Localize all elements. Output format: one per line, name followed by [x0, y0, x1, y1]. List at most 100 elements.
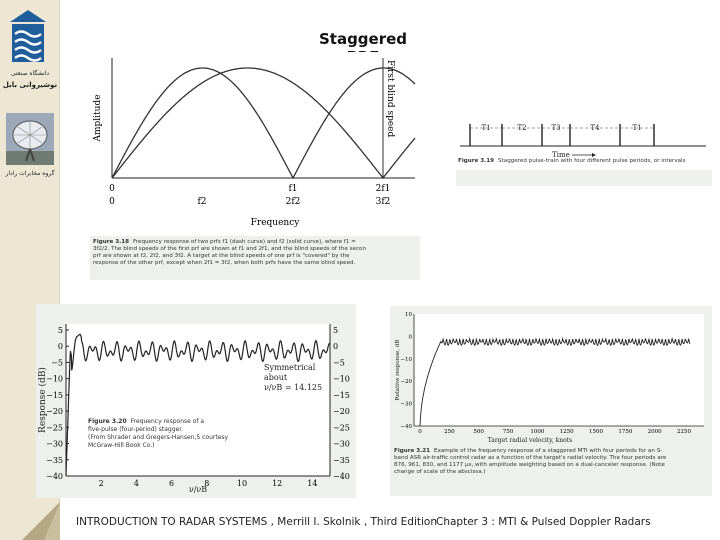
fig321-caption-line-1: Example of the frequency response of a s…: [434, 448, 663, 454]
fig320-ytick-left: −40: [46, 472, 63, 481]
fig321-caption-line-2: band ASR air-traffic control radar as a …: [394, 455, 667, 461]
fig320-caption-line-1: Frequency response of a: [130, 418, 205, 425]
university-logo-icon: [10, 10, 46, 62]
fig318-caption-label: Figure 3.18: [93, 239, 130, 245]
figure-3-21: 10 0 −10 −20 −30 −40 0 250 500 750 1000 1250 1500 17…: [390, 306, 712, 496]
fig318-caption-line-4: response of the other prf, except when 2…: [93, 260, 356, 266]
fig320-ytick-left: −35: [46, 456, 63, 465]
fig321-xtick-label: 750: [503, 429, 514, 435]
fig321-xtick-label: 1250: [560, 429, 574, 435]
page-fold-decoration: [22, 502, 60, 540]
fig319-caption-label: Figure 3.19: [458, 158, 495, 164]
figure-3-20: 5 5 0 0 −5 −5 −10 −10 −15 −15 −20 −20 −25 −25 −30 −30 −3…: [36, 304, 356, 498]
fig320-ytick-right: −10: [333, 375, 350, 384]
fig320-xtick-label: 4: [134, 479, 139, 488]
fig320-ytick-left: −10: [46, 375, 63, 384]
fig321-ytick-label: −30: [400, 402, 412, 408]
fig320-xtick-label: 10: [237, 479, 247, 488]
fig320-ytick-right: −25: [333, 423, 350, 432]
fig321-ytick-label: −20: [400, 379, 412, 385]
fig321-xtick-label: 1750: [618, 429, 632, 435]
pulse-period-t1: T1: [481, 124, 490, 132]
fig320-ylabel: Response (dB): [37, 367, 48, 433]
pulse-period-t1-repeat: T1: [632, 124, 641, 132]
figure-3-19: T1 T2 T3 T4 T1 Time Figure 3.19 Staggered…: [456, 110, 712, 186]
curve-f2-solid: [111, 67, 416, 180]
fig321-xtick-label: 250: [444, 429, 455, 435]
fig320-ytick-right: −15: [333, 391, 350, 400]
fig320-ytick-right: −30: [333, 440, 350, 449]
pulse-period-t3: T3: [551, 124, 560, 132]
symmetry-note-line-3: ν/νB = 14.125: [264, 383, 322, 392]
org-line-1: دانشگاه صنعتی: [10, 70, 50, 77]
curve-f1-dash: [111, 67, 416, 180]
fig320-ytick-left: −30: [46, 440, 63, 449]
fig318-caption-line-2: 3f2/2. The blind speeds of the first prf…: [93, 246, 366, 252]
fig320-ytick-left: −25: [46, 423, 63, 432]
fig318-caption-line-3: prf are shown at f2, 2f2, and 3f2. A tar…: [93, 253, 350, 259]
fig321-xtick-label: 1000: [530, 429, 544, 435]
fig320-caption-line-4: McGraw-Hill Book Co.): [88, 442, 155, 449]
time-axis-label: Time: [552, 151, 570, 159]
fig321-xtick-label: 500: [473, 429, 484, 435]
tick-bottom-3f2: 3f2: [376, 197, 391, 207]
fig320-ytick-right: 5: [333, 326, 338, 335]
sidebar: دانشگاه صنعتی نوشیروانی بابل گروه مخابرا…: [0, 0, 60, 540]
fig320-xtick-label: 2: [99, 479, 104, 488]
fig321-ytick-label: −10: [400, 357, 412, 363]
fig321-ytick-label: 0: [409, 334, 413, 340]
fig320-ytick-left: 5: [58, 326, 63, 335]
tick-bottom-f2: f2: [197, 197, 206, 207]
tick-top-f1: f1: [288, 184, 297, 194]
amplitude-axis-label: Amplitude: [93, 94, 103, 142]
group-label: گروه مخابرات رادار: [5, 170, 55, 177]
fig321-ylabel: Relative response, dB: [395, 340, 401, 401]
fig318-caption-line-1: Frequency response of two prfs f1 (dash …: [133, 239, 356, 245]
fig320-ytick-left: 0: [58, 342, 63, 351]
fig320-caption-label: Figure 3.20: [88, 418, 127, 425]
book-reference: INTRODUCTION TO RADAR SYSTEMS , Merrill …: [76, 516, 437, 528]
fig320-xtick-label: 8: [204, 479, 209, 488]
fig321-xlabel: Target radial velocity, knots: [488, 437, 572, 444]
symmetry-note-line-1: Symmetrical: [264, 363, 316, 372]
first-blind-speed-label: First blind speed: [385, 60, 395, 137]
figure-3-18-caption: Figure 3.18 Frequency response of two prf…: [90, 236, 420, 280]
tick-top-2f1: 2f1: [376, 184, 391, 194]
fig320-caption-line-3: (From Shrader and Gregers-Hansen,5 court…: [88, 434, 229, 441]
fig321-xtick-label: 2250: [677, 429, 691, 435]
tick-bottom-2f2: 2f2: [286, 197, 301, 207]
fig320-xtick-label: 14: [307, 479, 317, 488]
fig320-ytick-right: −40: [333, 472, 350, 481]
fig321-caption-label: Figure 3.21: [394, 448, 431, 454]
chapter-reference: Chapter 3 : MTI & Pulsed Doppler Radars: [436, 516, 651, 528]
fig321-xtick-label: 1500: [589, 429, 603, 435]
fig321-caption-line-3: 876, 961, 830, and 1177 μs, with amplitu…: [394, 462, 665, 468]
fig320-caption-line-2: five-pulse (four-period) stagger.: [88, 426, 184, 433]
fig320-xtick-label: 12: [272, 479, 282, 488]
org-line-2: نوشیروانی بابل: [2, 81, 58, 89]
frequency-axis-label: Frequency: [251, 218, 301, 228]
pulse-period-t4: T4: [590, 124, 600, 132]
fig320-ytick-left: −5: [51, 358, 63, 367]
pulse-period-t2: T2: [517, 124, 526, 132]
fig320-xtick-label: 6: [169, 479, 174, 488]
fig320-response-curve: [65, 333, 331, 477]
fig320-ytick-right: −20: [333, 407, 350, 416]
fig321-caption-line-4: change of scale of the abscissa.): [394, 469, 486, 475]
fig320-ytick-right: −35: [333, 456, 350, 465]
fig320-ytick-right: 0: [333, 342, 338, 351]
tick-top-0: 0: [109, 184, 115, 194]
fig320-ytick-left: −15: [46, 391, 63, 400]
tick-bottom-0: 0: [109, 197, 115, 207]
fig319-caption: Staggered pulse-train with four differen…: [498, 158, 686, 164]
fig320-ytick-right: −5: [333, 358, 345, 367]
fig320-ytick-left: −20: [46, 407, 63, 416]
fig321-ytick-label: −40: [400, 424, 412, 430]
figure-3-18-plot: First blind speed Amplitude 0 f1 2f1 0 f…: [90, 52, 420, 233]
fig320-xlabel: ν/νB: [189, 485, 207, 494]
radar-dish-icon: [6, 113, 54, 165]
fig321-xtick-label: 0: [418, 429, 422, 435]
fig321-ytick-label: 10: [405, 312, 412, 318]
fig321-xtick-label: 2000: [648, 429, 662, 435]
fig321-response-curve: [419, 336, 691, 427]
